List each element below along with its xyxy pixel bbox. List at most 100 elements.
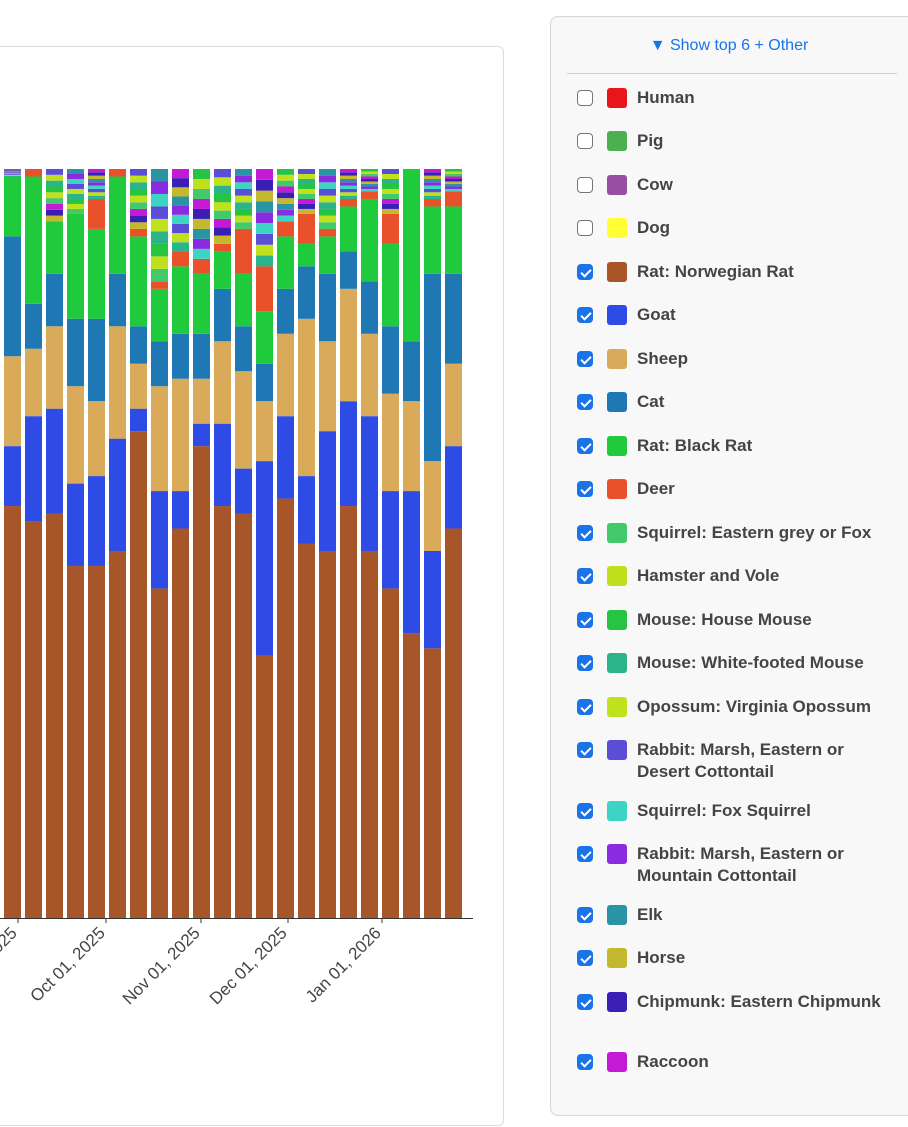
bar-segment-other[interactable] xyxy=(256,233,273,245)
bar-segment[interactable] xyxy=(361,281,378,334)
bar-segment-other[interactable] xyxy=(172,178,189,188)
bar-segment-other[interactable] xyxy=(88,178,105,183)
bar-segment-other[interactable] xyxy=(298,208,315,214)
bar-segment-other[interactable] xyxy=(319,169,336,176)
bar-segment[interactable] xyxy=(130,326,147,364)
bar-segment[interactable] xyxy=(340,198,357,207)
bar-segment[interactable] xyxy=(193,378,210,424)
legend-checkbox[interactable] xyxy=(577,846,593,862)
bar-segment-other[interactable] xyxy=(382,178,399,184)
bar-segment-other[interactable] xyxy=(46,198,63,204)
bar-segment[interactable] xyxy=(67,565,84,918)
bar-segment[interactable] xyxy=(445,206,462,274)
bar-segment-other[interactable] xyxy=(151,268,168,282)
bar-segment[interactable] xyxy=(235,513,252,918)
bar-segment-other[interactable] xyxy=(88,182,105,186)
bar-segment-other[interactable] xyxy=(319,202,336,209)
bar-segment-other[interactable] xyxy=(172,214,189,224)
bar-segment[interactable] xyxy=(67,386,84,484)
bar-segment-other[interactable] xyxy=(340,182,357,186)
bar-segment[interactable] xyxy=(235,468,252,514)
bar-segment-other[interactable] xyxy=(361,178,378,182)
bar-segment-other[interactable] xyxy=(361,181,378,184)
bar-segment-other[interactable] xyxy=(151,231,168,244)
legend-checkbox[interactable] xyxy=(577,481,593,497)
bar-segment[interactable] xyxy=(67,213,84,319)
bar-segment[interactable] xyxy=(277,498,294,918)
bar-segment-other[interactable] xyxy=(235,188,252,196)
bar-segment-other[interactable] xyxy=(340,195,357,199)
bar-segment-other[interactable] xyxy=(4,171,21,173)
bar-segment-other[interactable] xyxy=(130,222,147,229)
bar-segment[interactable] xyxy=(109,176,126,274)
bar-segment[interactable] xyxy=(319,228,336,237)
bar-segment[interactable] xyxy=(256,461,273,656)
bar-segment-other[interactable] xyxy=(445,178,462,182)
bar-segment-other[interactable] xyxy=(46,192,63,199)
bar-segment[interactable] xyxy=(403,491,420,634)
bar-segment-other[interactable] xyxy=(151,206,168,219)
bar-segment[interactable] xyxy=(193,446,210,918)
bar-segment-other[interactable] xyxy=(340,172,357,176)
bar-segment[interactable] xyxy=(214,423,231,507)
bar-segment[interactable] xyxy=(403,341,420,402)
bar-segment[interactable] xyxy=(382,393,399,492)
bar-segment-other[interactable] xyxy=(319,208,336,216)
bar-segment-other[interactable] xyxy=(130,182,147,189)
bar-segment-other[interactable] xyxy=(277,203,294,210)
bar-segment[interactable] xyxy=(403,401,420,492)
bar-segment[interactable] xyxy=(319,550,336,918)
bar-segment-other[interactable] xyxy=(193,238,210,249)
bar-segment-other[interactable] xyxy=(340,188,357,193)
bar-segment[interactable] xyxy=(88,318,105,402)
bar-segment[interactable] xyxy=(214,506,231,918)
bar-segment[interactable] xyxy=(424,648,441,918)
bar-segment-other[interactable] xyxy=(298,178,315,184)
bar-segment[interactable] xyxy=(46,408,63,514)
bar-segment[interactable] xyxy=(340,206,357,252)
bar-segment-other[interactable] xyxy=(235,222,252,229)
bar-segment-other[interactable] xyxy=(193,178,210,189)
bar-segment-other[interactable] xyxy=(193,198,210,209)
legend-checkbox[interactable] xyxy=(577,90,593,106)
bar-segment-other[interactable] xyxy=(193,228,210,239)
bar-segment-other[interactable] xyxy=(235,195,252,203)
legend-checkbox[interactable] xyxy=(577,307,593,323)
legend-checkbox[interactable] xyxy=(577,699,593,715)
bar-segment[interactable] xyxy=(256,401,273,462)
bar-segment-other[interactable] xyxy=(256,201,273,213)
bar-segment[interactable] xyxy=(46,273,63,327)
bar-segment-other[interactable] xyxy=(298,169,315,174)
bar-segment-other[interactable] xyxy=(424,169,441,173)
bar-segment-other[interactable] xyxy=(67,188,84,194)
bar-segment-other[interactable] xyxy=(193,188,210,199)
bar-segment[interactable] xyxy=(382,243,399,327)
bar-segment-other[interactable] xyxy=(151,243,168,257)
bar-segment[interactable] xyxy=(319,273,336,342)
bar-segment[interactable] xyxy=(46,326,63,409)
bar-segment[interactable] xyxy=(403,169,420,342)
bar-segment[interactable] xyxy=(172,378,189,492)
bar-segment-other[interactable] xyxy=(214,202,231,211)
bar-segment[interactable] xyxy=(88,476,105,566)
bar-segment-other[interactable] xyxy=(319,222,336,229)
bar-segment[interactable] xyxy=(172,528,189,918)
bar-segment-other[interactable] xyxy=(235,215,252,223)
bar-segment-other[interactable] xyxy=(46,215,63,222)
bar-segment-other[interactable] xyxy=(235,182,252,189)
bar-segment-other[interactable] xyxy=(277,186,294,193)
bar-segment-other[interactable] xyxy=(256,190,273,202)
bar-segment[interactable] xyxy=(25,416,42,522)
bar-segment-other[interactable] xyxy=(4,175,21,177)
bar-segment-other[interactable] xyxy=(340,175,357,179)
bar-segment-other[interactable] xyxy=(445,186,462,189)
bar-segment-other[interactable] xyxy=(130,169,147,176)
bar-segment[interactable] xyxy=(298,266,315,319)
bar-segment-other[interactable] xyxy=(277,169,294,175)
bar-segment[interactable] xyxy=(151,491,168,589)
bar-segment-other[interactable] xyxy=(424,195,441,199)
bar-segment-other[interactable] xyxy=(67,169,84,174)
bar-segment[interactable] xyxy=(319,341,336,432)
bar-segment-other[interactable] xyxy=(445,181,462,184)
bar-segment-other[interactable] xyxy=(235,175,252,183)
